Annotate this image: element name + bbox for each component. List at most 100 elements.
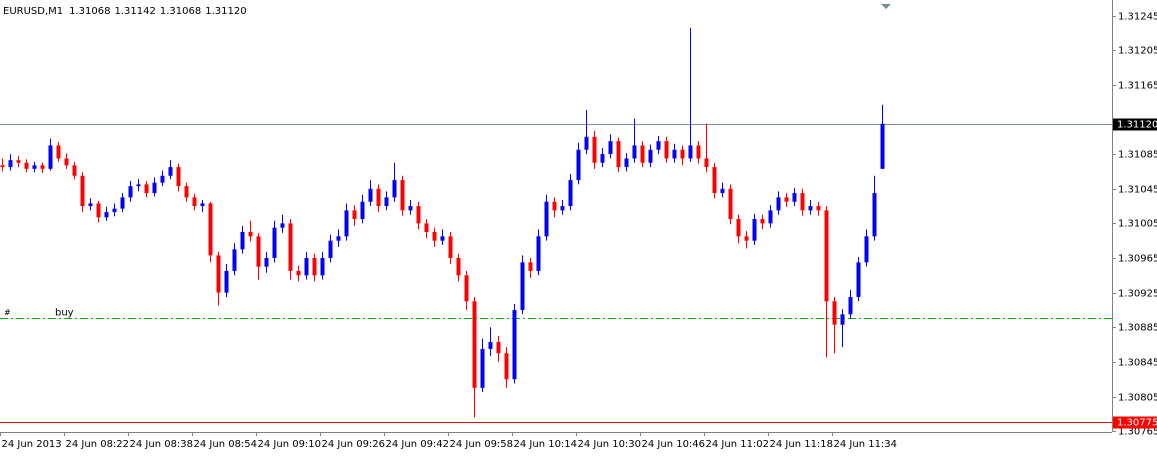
candle-body (24, 162, 29, 169)
candle-body (352, 210, 357, 220)
x-tick-label: 24 Jun 09:42 (386, 439, 450, 450)
candle-body (304, 257, 309, 276)
candle-body (600, 154, 605, 163)
candle-body (680, 149, 685, 159)
candle-body (0, 165, 5, 168)
candle-body (696, 145, 701, 159)
candle-body (872, 193, 877, 237)
candle-body (200, 203, 205, 207)
header-high: 1.31142 (114, 6, 155, 17)
candle-body (144, 184, 149, 194)
current-price-box (1113, 118, 1157, 131)
candle-body (168, 167, 173, 176)
y-tick-label: 1.31045 (1118, 185, 1157, 196)
y-tick-label: 1.30885 (1118, 323, 1157, 334)
candle-body (384, 197, 389, 207)
candle-body (232, 249, 237, 271)
candle-body (248, 232, 253, 237)
x-tick-label: 24 Jun 10:14 (514, 439, 578, 450)
y-tick-label: 1.30805 (1118, 393, 1157, 404)
x-tick-label: 24 Jun 2013 (2, 439, 62, 450)
candle-body (104, 212, 109, 218)
candle-body (824, 210, 829, 302)
candle-body (880, 123, 885, 169)
candle-body (520, 262, 525, 310)
candle-body (208, 203, 213, 256)
candle-body (72, 165, 77, 176)
x-tick-label: 24 Jun 10:30 (578, 439, 642, 450)
candle-body (840, 314, 845, 325)
candle-body (432, 232, 437, 241)
candle-body (576, 149, 581, 181)
candle-body (784, 197, 789, 202)
candle-body (368, 188, 373, 202)
y-tick-label: 1.30965 (1118, 254, 1157, 265)
candle-body (48, 145, 53, 169)
candle-body (8, 160, 13, 168)
candle-body (400, 180, 405, 211)
candle-body (640, 145, 645, 163)
candle-body (456, 257, 461, 276)
candle-body (496, 341, 501, 354)
candle-body (40, 165, 45, 169)
candle-body (592, 136, 597, 163)
candle-body (552, 201, 557, 211)
y-tick-label: 1.31005 (1118, 219, 1157, 230)
level-price-label: 1.30775 (1117, 418, 1157, 429)
candle-body (160, 175, 165, 183)
candle-body (848, 296, 853, 315)
candle-body (112, 208, 117, 213)
candle-body (736, 219, 741, 237)
candle-body (504, 353, 509, 380)
candle-body (632, 145, 637, 159)
candle-body (776, 197, 781, 211)
candle-body (816, 206, 821, 211)
x-tick-label: 24 Jun 11:02 (706, 439, 770, 450)
candle-body (176, 167, 181, 187)
candle-body (792, 193, 797, 202)
candle-body (440, 236, 445, 241)
candle-body (280, 223, 285, 228)
y-tick-label: 1.31205 (1118, 46, 1157, 57)
candle-body (88, 203, 93, 207)
candle-body (512, 309, 517, 380)
x-tick-label: 24 Jun 08:54 (194, 439, 258, 450)
candle-body (608, 141, 613, 155)
symbol: EURUSD,M1 (3, 6, 63, 17)
candle-body (656, 141, 661, 150)
candle-body (320, 257, 325, 276)
candle-body (648, 149, 653, 163)
candle-body (336, 236, 341, 241)
candle-body (96, 203, 101, 218)
candle-body (856, 262, 861, 297)
y-tick-label: 1.31245 (1118, 12, 1157, 23)
level-label: buy (55, 308, 74, 319)
header-open: 1.31068 (69, 6, 110, 17)
header-close: 1.31120 (205, 6, 246, 17)
candle-body (56, 145, 61, 159)
candle-body (672, 149, 677, 159)
candle-body (152, 182, 157, 194)
candle-body (448, 236, 453, 258)
candle-body (360, 201, 365, 220)
candle-body (472, 301, 477, 388)
candle-body (864, 236, 869, 263)
x-tick-label: 24 Jun 08:38 (130, 439, 194, 450)
x-tick-label: 24 Jun 10:46 (642, 439, 706, 450)
candle-body (624, 158, 629, 168)
candle-body (568, 180, 573, 207)
candle-body (416, 206, 421, 224)
candle-body (328, 240, 333, 258)
candle-body (184, 186, 189, 198)
candle-body (256, 236, 261, 267)
current-price-label: 1.31120 (1117, 120, 1157, 131)
candle-body (752, 219, 757, 241)
candle-body (704, 158, 709, 168)
candle-body (224, 270, 229, 293)
candle-body (216, 255, 221, 293)
candle-body (728, 188, 733, 220)
candle-body (664, 141, 669, 159)
header-low: 1.31068 (160, 6, 201, 17)
